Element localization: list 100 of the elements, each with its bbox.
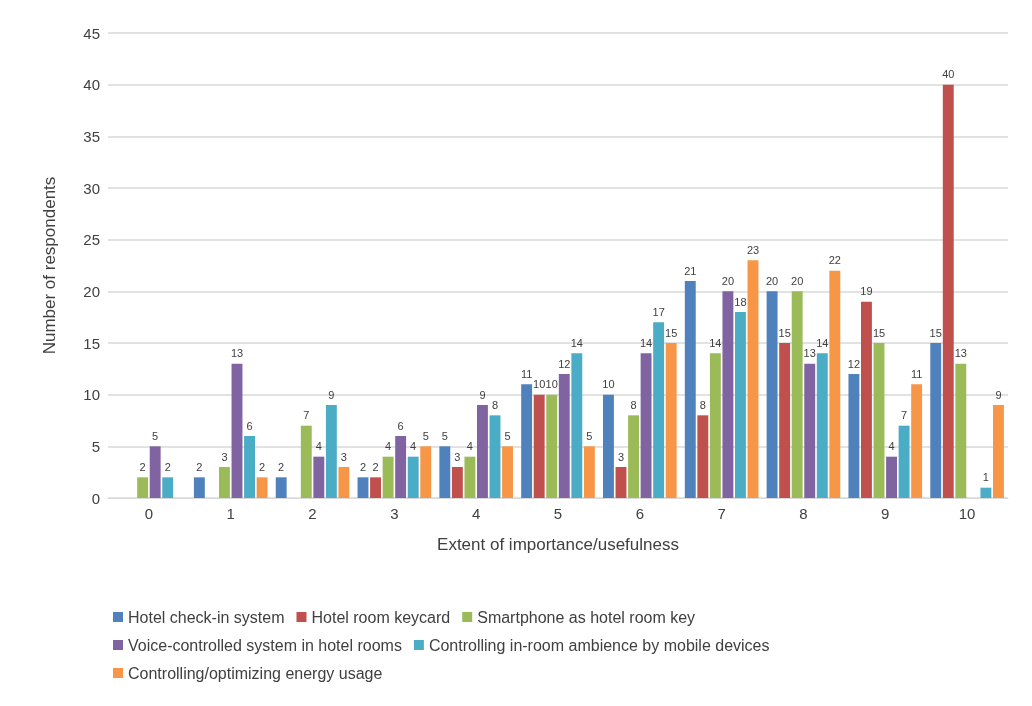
bar — [697, 415, 709, 498]
bar — [942, 84, 954, 498]
bar — [861, 301, 872, 498]
x-tick-label: 2 — [308, 505, 317, 522]
bar — [451, 467, 463, 498]
bar — [420, 446, 432, 498]
data-label: 6 — [397, 419, 404, 432]
data-label: 21 — [684, 264, 697, 277]
bar — [829, 270, 841, 498]
legend-label: Voice-controlled system in hotel rooms — [128, 636, 402, 654]
data-label: 14 — [570, 336, 583, 349]
x-tick-label: 3 — [390, 505, 399, 522]
y-tick-label: 45 — [83, 24, 100, 42]
data-label: 15 — [872, 326, 886, 339]
bar — [502, 446, 513, 498]
data-label: 12 — [558, 357, 571, 370]
x-tick-label: 7 — [717, 505, 726, 522]
data-label: 12 — [847, 357, 861, 370]
bar — [665, 343, 677, 498]
bar — [546, 394, 558, 498]
bar — [886, 456, 897, 498]
y-tick-label: 5 — [91, 437, 100, 455]
bar — [521, 384, 533, 498]
data-label: 11 — [520, 367, 533, 380]
bar — [848, 374, 860, 498]
bar — [357, 477, 369, 498]
data-label: 2 — [278, 460, 285, 473]
data-label: 5 — [504, 429, 511, 442]
data-label: 9 — [328, 388, 335, 401]
bar — [791, 291, 803, 498]
bar — [571, 353, 583, 498]
bar — [137, 477, 149, 498]
bar — [300, 425, 312, 498]
bar — [533, 394, 545, 498]
bar — [628, 415, 639, 498]
data-label: 2 — [139, 460, 146, 473]
data-label: 20 — [721, 274, 735, 287]
data-label: 8 — [699, 398, 706, 411]
data-label: 18 — [734, 295, 747, 308]
bar — [162, 477, 174, 498]
data-label: 4 — [315, 440, 322, 453]
bar — [489, 415, 501, 498]
x-tick-label: 0 — [144, 505, 154, 522]
data-label: 10 — [545, 378, 558, 391]
bar — [149, 446, 161, 498]
data-label: 15 — [778, 326, 791, 339]
x-tick-label: 1 — [226, 505, 235, 522]
legend-label: Hotel room keycard — [311, 608, 451, 626]
bar — [993, 405, 1004, 498]
bar — [395, 436, 407, 498]
bar — [873, 343, 885, 498]
bar — [382, 456, 394, 498]
data-label: 7 — [303, 409, 310, 422]
data-label: 2 — [164, 460, 171, 473]
x-axis-title: Extent of importance/usefulness — [437, 535, 679, 554]
bar — [313, 456, 325, 498]
data-label: 3 — [340, 450, 347, 463]
legend-label: Controlling in-room ambience by mobile devices — [428, 636, 770, 654]
data-label: 15 — [665, 326, 678, 339]
data-label: 9 — [995, 388, 1002, 401]
data-label: 13 — [954, 347, 967, 360]
bar — [804, 363, 816, 498]
data-label: 2 — [196, 460, 203, 473]
bar — [325, 405, 337, 498]
legend-label: Hotel check-in system — [128, 608, 285, 626]
data-label: 20 — [765, 274, 779, 287]
bar — [615, 467, 627, 498]
bar — [219, 467, 230, 498]
data-label: 3 — [221, 450, 228, 463]
data-label: 6 — [246, 419, 253, 432]
data-label: 10 — [602, 378, 615, 391]
bar — [911, 384, 923, 498]
legend-label: Controlling/optimizing energy usage — [128, 664, 383, 682]
data-label: 7 — [901, 409, 908, 422]
bar — [735, 312, 746, 498]
data-label: 17 — [652, 305, 665, 318]
bar — [930, 343, 942, 498]
data-label: 1 — [982, 471, 989, 484]
bar — [816, 353, 828, 498]
data-label: 14 — [709, 336, 722, 349]
y-tick-label: 40 — [83, 76, 100, 94]
data-label: 13 — [230, 347, 244, 360]
data-label: 8 — [491, 398, 499, 411]
bar — [747, 260, 759, 498]
y-tick-label: 0 — [91, 489, 100, 507]
data-label: 20 — [791, 274, 804, 287]
bar — [653, 322, 665, 498]
bar — [338, 467, 350, 498]
data-label: 5 — [422, 429, 429, 442]
data-label: 2 — [259, 460, 266, 473]
data-label: 10 — [533, 378, 546, 391]
y-tick-label: 20 — [83, 282, 100, 300]
data-label: 4 — [888, 440, 895, 453]
y-tick-label: 30 — [83, 179, 100, 197]
data-label: 3 — [617, 450, 625, 463]
bar — [407, 456, 419, 498]
x-tick-label: 8 — [799, 505, 808, 522]
x-tick-label: 4 — [472, 505, 481, 522]
legend-label: Smartphone as hotel room key — [477, 608, 696, 626]
y-tick-label: 35 — [83, 127, 100, 145]
